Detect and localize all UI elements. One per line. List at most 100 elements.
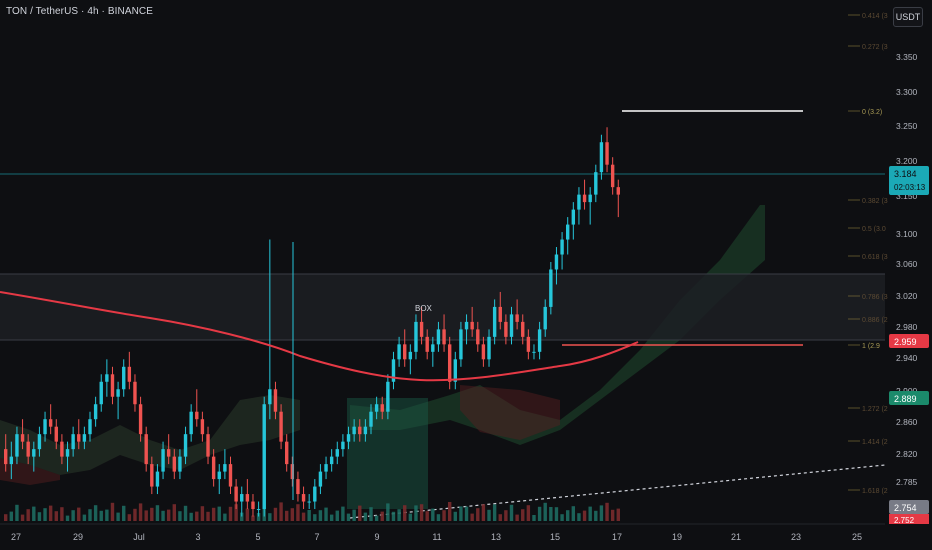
candle <box>211 449 216 487</box>
volume-bar <box>183 505 188 521</box>
volume-bar <box>419 504 424 521</box>
candle <box>459 321 463 367</box>
volume-bar <box>43 508 47 521</box>
candle <box>588 187 592 225</box>
candle <box>251 494 255 517</box>
candle <box>228 456 233 495</box>
chart-title: TON / TetherUS · 4h · BINANCE <box>6 6 154 17</box>
volume-bar <box>610 509 615 521</box>
candles-group <box>4 127 620 517</box>
volume-bar <box>256 513 261 521</box>
volume-bar <box>498 514 502 521</box>
time-tick-label: 5 <box>255 532 260 542</box>
candle <box>122 359 126 397</box>
moving-average-line[interactable] <box>0 291 639 382</box>
time-tick-label: 25 <box>852 532 862 542</box>
candle <box>200 411 205 442</box>
volume-bar <box>4 514 8 521</box>
volume-bar <box>122 505 126 521</box>
volume-bar <box>161 510 165 521</box>
volume-bar <box>324 507 328 521</box>
candle <box>82 426 87 450</box>
volume-bar <box>60 507 64 521</box>
time-axis[interactable]: 27 29 Jul 3 5 7 9 11 13 15 17 19 21 23 25 <box>11 532 862 542</box>
volume-bar <box>144 510 148 521</box>
candle <box>526 329 531 360</box>
candle <box>358 419 362 442</box>
candle <box>380 396 384 420</box>
candle <box>262 396 266 517</box>
volume-bar <box>414 505 418 521</box>
candle <box>346 426 351 450</box>
candle <box>442 314 446 352</box>
time-tick-label: 13 <box>491 532 501 542</box>
price-tick-label: 2.785 <box>896 477 918 487</box>
candle <box>256 501 261 517</box>
price-tick-label: 3.350 <box>896 52 918 62</box>
candle <box>352 419 356 442</box>
volume-bar <box>588 506 592 521</box>
volume-bar <box>403 505 407 521</box>
last-price-value: 3.184 <box>894 169 917 179</box>
fib-label: 0.382 (3 <box>862 198 888 205</box>
volume-bar <box>481 504 486 521</box>
time-tick-label: 15 <box>550 532 560 542</box>
candle <box>605 127 609 173</box>
price-scale[interactable]: 3.350 3.300 3.250 3.200 3.150 3.100 3.060 3.020… <box>896 52 918 487</box>
candle <box>324 456 328 480</box>
candle <box>470 306 474 337</box>
candle <box>43 411 47 442</box>
range-zone[interactable] <box>0 274 885 340</box>
candle <box>105 359 109 397</box>
candle <box>599 134 604 180</box>
price-tick-label: 2.940 <box>896 353 918 363</box>
candle <box>577 187 581 225</box>
candle <box>240 486 244 517</box>
candle <box>144 426 148 472</box>
candle <box>110 366 115 405</box>
volume-bar <box>290 508 295 521</box>
price-tick-label: 3.250 <box>896 121 918 131</box>
candle <box>571 202 576 240</box>
volume-bar <box>363 512 368 521</box>
candle <box>15 426 19 465</box>
volume-bar <box>127 514 132 521</box>
volume-bar <box>554 507 559 521</box>
volume-bar <box>487 509 491 521</box>
candle <box>77 419 81 450</box>
volume-bar <box>380 511 384 521</box>
bottom-value: 2.754 <box>894 503 917 513</box>
candle <box>138 396 143 442</box>
candle <box>290 456 295 487</box>
candle <box>99 374 103 412</box>
candle <box>408 344 413 375</box>
time-tick-label: Jul <box>133 532 145 542</box>
candle <box>453 351 457 390</box>
volume-bar <box>504 510 508 521</box>
fib-label: 0.886 (2 <box>862 317 888 324</box>
volume-bar <box>245 508 250 521</box>
candle <box>521 314 525 345</box>
candle <box>54 419 58 450</box>
candle <box>48 404 53 435</box>
candle <box>150 456 154 495</box>
candle <box>93 396 98 427</box>
price-tick-label: 3.060 <box>896 259 918 269</box>
volume-bar <box>200 506 205 521</box>
volume-bar <box>206 511 210 521</box>
volume-bar <box>442 510 446 521</box>
fib-label: 0.786 (3 <box>862 294 888 301</box>
volume-bar <box>408 513 413 521</box>
volume-bar <box>54 511 58 521</box>
candle <box>498 291 502 330</box>
candle <box>560 232 564 270</box>
volume-bar <box>386 503 390 521</box>
candle <box>4 434 8 472</box>
volume-bar <box>447 502 452 521</box>
currency-button[interactable]: USDT <box>893 7 923 27</box>
volume-bar <box>537 506 542 521</box>
candle <box>116 381 120 420</box>
volume-bar <box>166 509 171 521</box>
volume-bar <box>459 506 463 521</box>
